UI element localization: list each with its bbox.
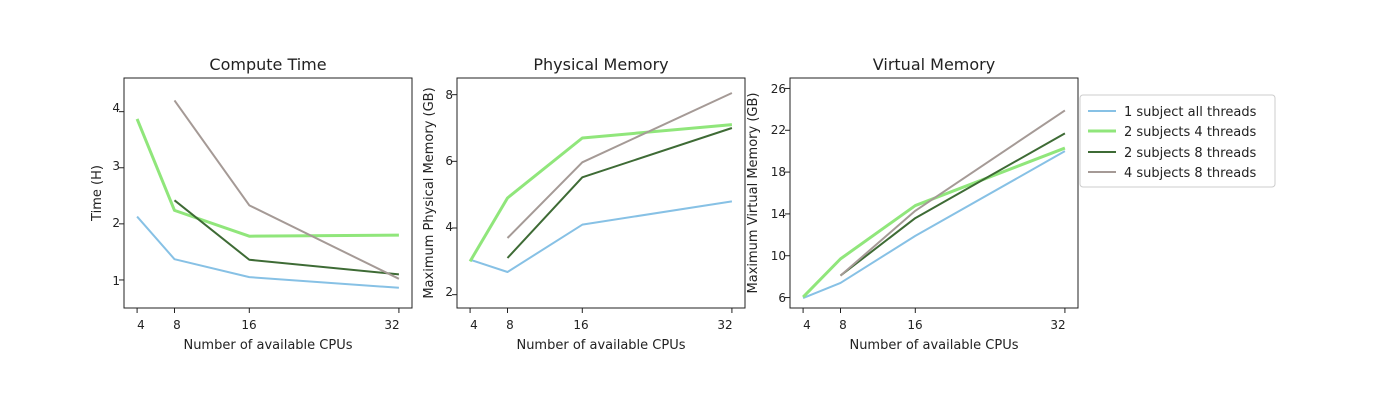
legend-label: 2 subjects 4 threads — [1124, 125, 1256, 140]
virtual-memory-series-line-3 — [839, 132, 1066, 277]
physical-memory-xlabel: Number of available CPUs — [516, 338, 685, 353]
compute-time-xtick-label: 8 — [173, 318, 181, 332]
compute-time-xtick-label: 16 — [241, 318, 256, 332]
legend-entry: 1 subject all threads — [1088, 105, 1257, 120]
physical-memory-ytick-label: 8 — [445, 88, 453, 102]
virtual-memory-ytick-label: 6 — [778, 291, 786, 305]
physical-memory-series-line-3 — [506, 127, 733, 259]
virtual-memory-ytick-labels: 6 10 14 18 22 26 — [771, 82, 786, 305]
virtual-memory-ytick-label: 18 — [771, 165, 786, 179]
physical-memory-plot-frame — [456, 77, 746, 309]
compute-time-xtick-label: 4 — [137, 318, 145, 332]
virtual-memory-xtick-label: 8 — [839, 318, 847, 332]
virtual-memory-xtick-labels: 4 8 16 32 — [803, 318, 1065, 332]
physical-memory-title: Physical Memory — [533, 55, 668, 74]
compute-time-xlabel: Number of available CPUs — [183, 338, 352, 353]
legend-entry: 2 subjects 8 threads — [1088, 146, 1256, 161]
compute-time-series-line-4 — [173, 99, 400, 280]
compute-time-ytick-label: 3 — [112, 159, 120, 173]
virtual-memory-plot-frame — [789, 77, 1079, 309]
compute-time-xtick-labels: 4 8 16 32 — [137, 318, 399, 332]
compute-time-title: Compute Time — [209, 55, 326, 74]
physical-memory-ytick-label: 6 — [445, 154, 453, 168]
compute-time-ytick-label: 4 — [112, 101, 120, 115]
physical-memory-xtick-label: 4 — [470, 318, 478, 332]
legend: 1 subject all threads 2 subjects 4 threa… — [1079, 94, 1276, 188]
physical-memory-ytick-labels: 2 4 6 8 — [445, 88, 453, 299]
physical-memory-panel: Physical Memory Number of available CPUs… — [422, 55, 746, 353]
physical-memory-ytick-label: 2 — [445, 285, 453, 299]
physical-memory-xtick-label: 8 — [506, 318, 514, 332]
virtual-memory-ytick-label: 10 — [771, 249, 786, 263]
compute-time-panel: Compute Time Number of available CPUs Ti… — [90, 55, 413, 353]
compute-time-series-line-3 — [173, 199, 400, 276]
virtual-memory-series-line-4 — [839, 109, 1066, 277]
virtual-memory-title: Virtual Memory — [873, 55, 995, 74]
physical-memory-ylabel: Maximum Physical Memory (GB) — [422, 87, 437, 298]
virtual-memory-ylabel: Maximum Virtual Memory (GB) — [746, 93, 761, 294]
physical-memory-xtick-label: 32 — [717, 318, 732, 332]
physical-memory-series-line-2 — [468, 123, 733, 263]
virtual-memory-panel: Virtual Memory Number of available CPUs … — [746, 55, 1079, 353]
virtual-memory-xtick-label: 4 — [803, 318, 811, 332]
legend-entry: 4 subjects 8 threads — [1088, 166, 1256, 181]
virtual-memory-xtick-label: 32 — [1050, 318, 1065, 332]
compute-time-plot-frame — [123, 77, 413, 309]
compute-time-ytick-label: 1 — [112, 274, 120, 288]
virtual-memory-xlabel: Number of available CPUs — [849, 338, 1018, 353]
physical-memory-xtick-label: 16 — [573, 318, 588, 332]
virtual-memory-xtick-label: 16 — [907, 318, 922, 332]
compute-time-ylabel: Time (H) — [90, 165, 105, 222]
compute-time-series-line-1 — [136, 215, 399, 289]
physical-memory-series-line-4 — [506, 92, 733, 239]
physical-memory-xtick-labels: 4 8 16 32 — [470, 318, 732, 332]
compute-time-ytick-label: 2 — [112, 216, 120, 230]
legend-box — [1079, 94, 1276, 188]
virtual-memory-ytick-label: 22 — [771, 123, 786, 137]
virtual-memory-ytick-label: 14 — [771, 207, 786, 221]
legend-entry: 2 subjects 4 threads — [1088, 125, 1256, 140]
compute-time-ytick-labels: 1 2 3 4 — [112, 101, 120, 288]
physical-memory-series-line-1 — [469, 200, 733, 273]
virtual-memory-series-line-1 — [802, 150, 1066, 299]
compute-time-series-line-2 — [135, 118, 399, 238]
legend-label: 1 subject all threads — [1124, 105, 1257, 120]
virtual-memory-ytick-label: 26 — [771, 82, 786, 96]
legend-label: 4 subjects 8 threads — [1124, 166, 1256, 181]
compute-time-xtick-label: 32 — [384, 318, 399, 332]
physical-memory-ytick-label: 4 — [445, 220, 453, 234]
legend-label: 2 subjects 8 threads — [1124, 146, 1256, 161]
